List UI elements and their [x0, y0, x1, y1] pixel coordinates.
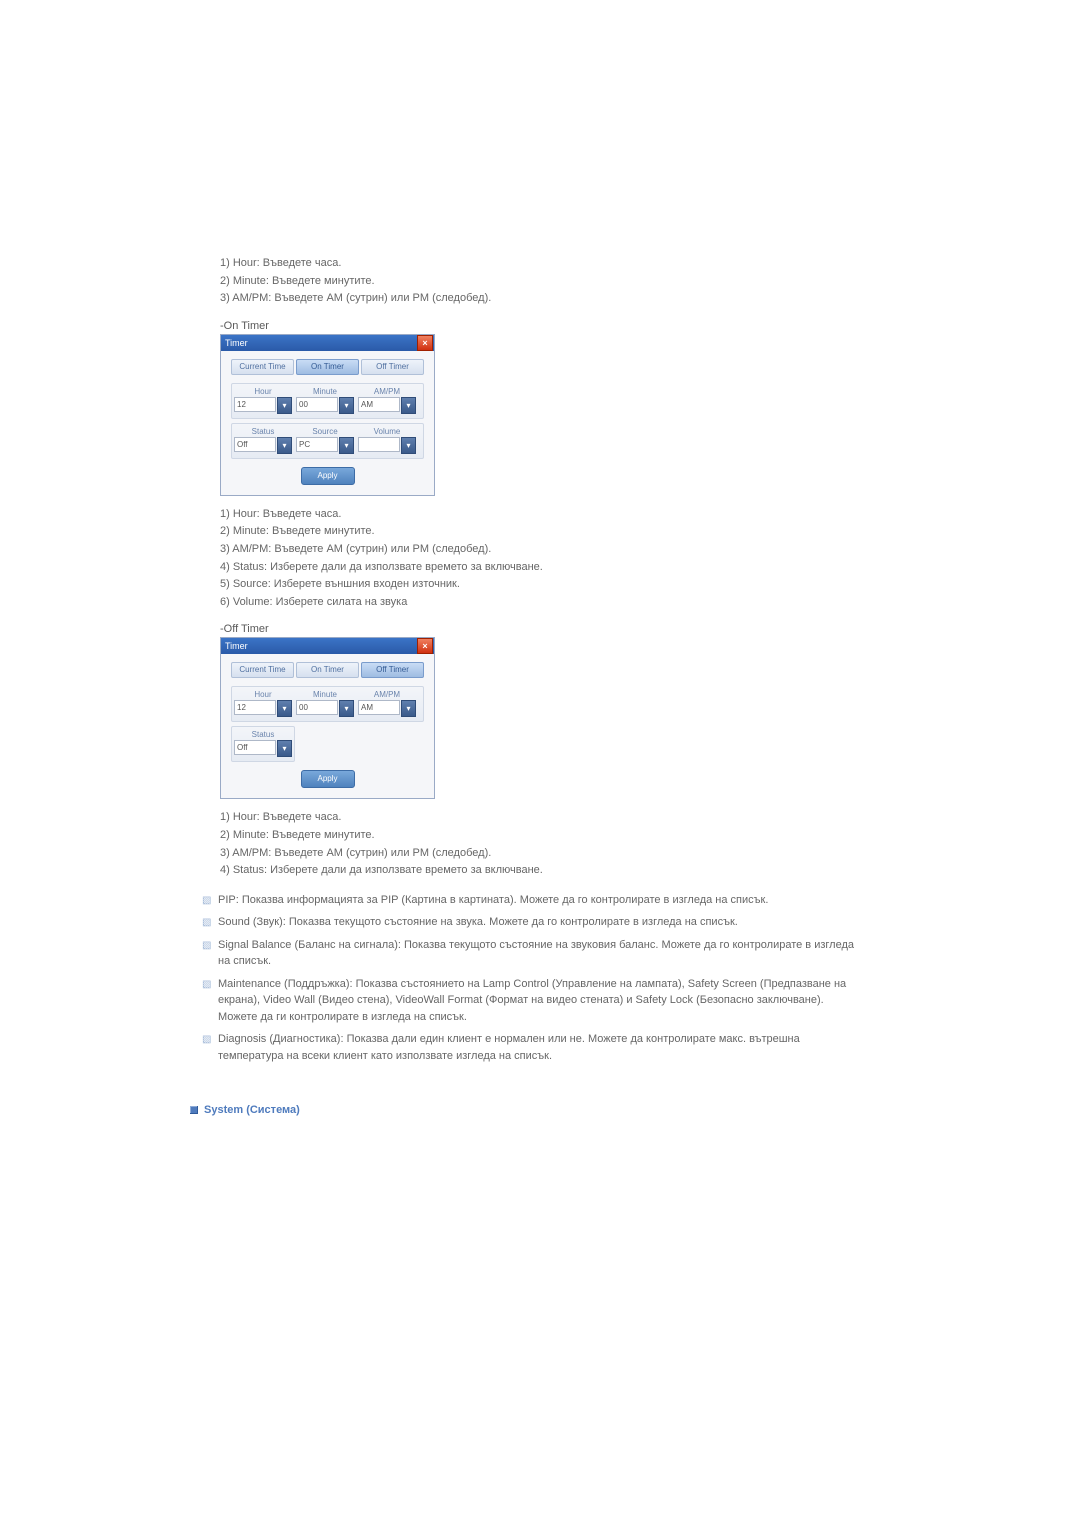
ampm-label: AM/PM	[358, 386, 416, 397]
spin-icon[interactable]: ▾	[339, 397, 354, 414]
dialog-title: Timer	[225, 641, 417, 651]
list-item: 2) Minute: Въведете минутите.	[220, 273, 860, 291]
chevron-down-icon[interactable]: ▾	[277, 740, 292, 757]
tab-current-time[interactable]: Current Time	[231, 662, 294, 678]
hour-input[interactable]: 12	[234, 700, 276, 715]
chevron-down-icon[interactable]: ▾	[401, 700, 416, 717]
minute-label: Minute	[296, 689, 354, 700]
hour-label: Hour	[234, 689, 292, 700]
bullet-sound: Sound (Звук): Показва текущото състояние…	[218, 914, 860, 931]
dialog-title: Timer	[225, 338, 417, 348]
square-bullet-icon	[190, 1106, 198, 1114]
spin-icon[interactable]: ▾	[277, 700, 292, 717]
close-icon[interactable]: ×	[417, 638, 433, 654]
minute-input[interactable]: 00	[296, 397, 338, 412]
list-item: 1) Hour: Въведете часа.	[220, 506, 860, 524]
chevron-down-icon[interactable]: ▾	[401, 397, 416, 414]
list-item: 6) Volume: Изберете силата на звука	[220, 594, 860, 612]
on-timer-heading: -On Timer	[220, 320, 860, 332]
status-label: Status	[234, 729, 292, 740]
apply-button[interactable]: Apply	[301, 467, 355, 485]
tab-off-timer[interactable]: Off Timer	[361, 662, 424, 678]
current-time-list: 1) Hour: Въведете часа. 2) Minute: Въвед…	[220, 255, 860, 308]
apply-button[interactable]: Apply	[301, 770, 355, 788]
list-item: 1) Hour: Въведете часа.	[220, 255, 860, 273]
bullet-icon: ▧	[202, 914, 218, 931]
form-row-status: Status Off ▾	[231, 726, 295, 762]
form-row-extra: Status Off ▾ Source PC ▾ Volume	[231, 423, 424, 459]
list-item: 1) Hour: Въведете часа.	[220, 809, 860, 827]
status-label: Status	[234, 426, 292, 437]
tab-on-timer[interactable]: On Timer	[296, 359, 359, 375]
list-item: 2) Minute: Въведете минутите.	[220, 523, 860, 541]
ampm-label: AM/PM	[358, 689, 416, 700]
status-input[interactable]: Off	[234, 740, 276, 755]
tab-on-timer[interactable]: On Timer	[296, 662, 359, 678]
list-item: 5) Source: Изберете външния входен източ…	[220, 576, 860, 594]
source-input[interactable]: PC	[296, 437, 338, 452]
ampm-input[interactable]: AM	[358, 397, 400, 412]
list-item: 4) Status: Изберете дали да използвате в…	[220, 862, 860, 880]
tab-off-timer[interactable]: Off Timer	[361, 359, 424, 375]
chevron-down-icon[interactable]: ▾	[339, 437, 354, 454]
spin-icon[interactable]: ▾	[401, 437, 416, 454]
bullet-signal-balance: Signal Balance (Баланс на сигнала): Пока…	[218, 937, 860, 970]
bullet-maintenance: Maintenance (Поддръжка): Показва състоян…	[218, 976, 860, 1026]
list-item: 3) AM/PM: Въведете AM (сутрин) или PM (с…	[220, 541, 860, 559]
tab-current-time[interactable]: Current Time	[231, 359, 294, 375]
hour-input[interactable]: 12	[234, 397, 276, 412]
bullet-icon: ▧	[202, 1031, 218, 1064]
bullet-diagnosis: Diagnosis (Диагностика): Показва дали ед…	[218, 1031, 860, 1064]
close-icon[interactable]: ×	[417, 335, 433, 351]
off-timer-dialog: Timer × Current Time On Timer Off Timer …	[220, 637, 435, 799]
form-row-time: Hour 12 ▾ Minute 00 ▾ AM/PM A	[231, 383, 424, 419]
bullet-icon: ▧	[202, 892, 218, 909]
volume-input[interactable]	[358, 437, 400, 452]
on-timer-dialog: Timer × Current Time On Timer Off Timer …	[220, 334, 435, 496]
on-timer-list: 1) Hour: Въведете часа. 2) Minute: Въвед…	[220, 506, 860, 612]
form-row-time: Hour 12 ▾ Minute 00 ▾ AM/PM A	[231, 686, 424, 722]
system-heading-label: System (Система)	[204, 1104, 300, 1116]
bullet-icon: ▧	[202, 937, 218, 970]
list-item: 3) AM/PM: Въведете AM (сутрин) или PM (с…	[220, 845, 860, 863]
list-item: 3) AM/PM: Въведете AM (сутрин) или PM (с…	[220, 290, 860, 308]
chevron-down-icon[interactable]: ▾	[277, 437, 292, 454]
ampm-input[interactable]: AM	[358, 700, 400, 715]
feature-bullets: ▧ PIP: Показва информацията за PIP (Карт…	[202, 892, 860, 1065]
bullet-icon: ▧	[202, 976, 218, 1026]
off-timer-heading: -Off Timer	[220, 623, 860, 635]
bullet-pip: PIP: Показва информацията за PIP (Картин…	[218, 892, 860, 909]
tabs: Current Time On Timer Off Timer	[231, 662, 424, 678]
spin-icon[interactable]: ▾	[277, 397, 292, 414]
off-timer-list: 1) Hour: Въведете часа. 2) Minute: Въвед…	[220, 809, 860, 879]
list-item: 2) Minute: Въведете минутите.	[220, 827, 860, 845]
volume-label: Volume	[358, 426, 416, 437]
status-input[interactable]: Off	[234, 437, 276, 452]
source-label: Source	[296, 426, 354, 437]
list-item: 4) Status: Изберете дали да използвате в…	[220, 559, 860, 577]
minute-label: Minute	[296, 386, 354, 397]
hour-label: Hour	[234, 386, 292, 397]
minute-input[interactable]: 00	[296, 700, 338, 715]
spin-icon[interactable]: ▾	[339, 700, 354, 717]
tabs: Current Time On Timer Off Timer	[231, 359, 424, 375]
system-heading: System (Система)	[190, 1104, 860, 1116]
